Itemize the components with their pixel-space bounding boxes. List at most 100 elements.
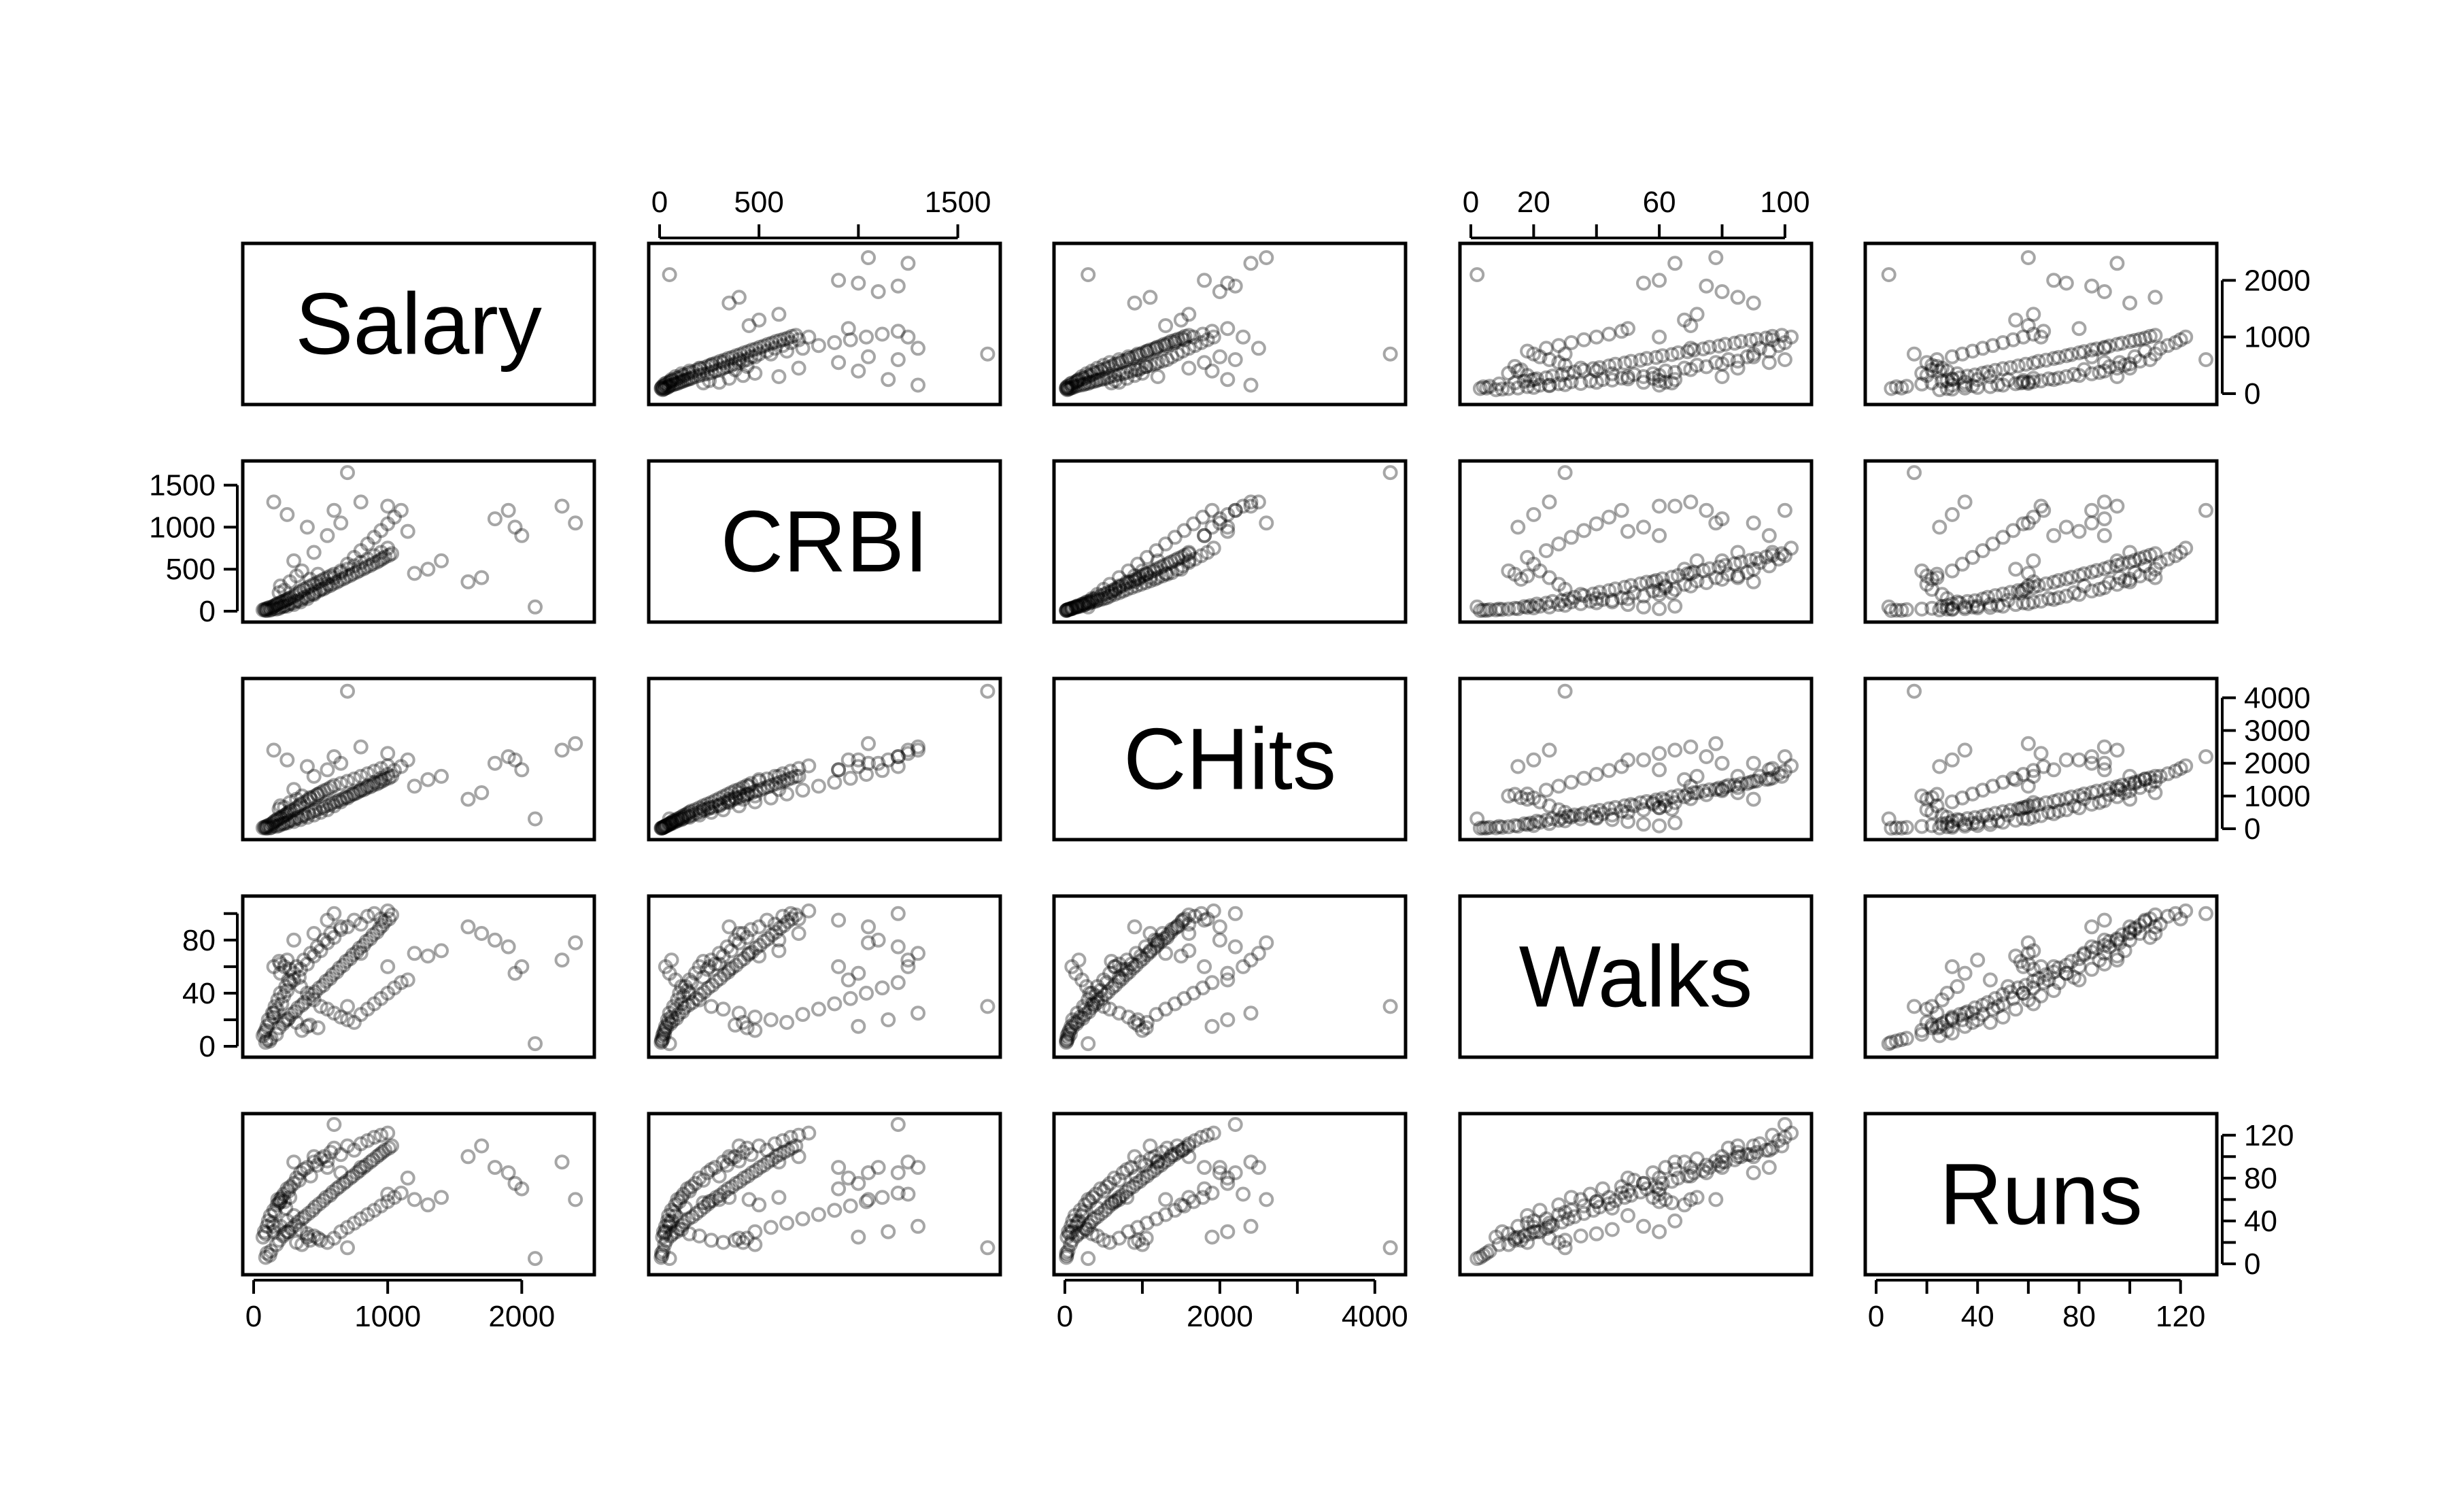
data-point: [277, 800, 292, 815]
data-point: [1667, 498, 1683, 514]
data-point: [1561, 1211, 1576, 1226]
data-point: [407, 778, 422, 794]
data-point: [500, 502, 516, 518]
data-point: [1944, 602, 1960, 617]
data-point: [1128, 946, 1144, 961]
data-point: [1743, 1147, 1758, 1163]
data-point: [2046, 273, 2062, 288]
data-point: [1935, 816, 1950, 831]
diagonal-label-runs: Runs: [1939, 1146, 2143, 1243]
data-point: [1170, 1138, 1185, 1154]
data-point: [1529, 596, 1544, 612]
data-point: [528, 1036, 543, 1052]
data-point: [333, 922, 349, 938]
data-point: [1176, 1198, 1192, 1214]
data-point: [2071, 972, 2087, 988]
data-point: [692, 361, 708, 377]
data-point: [1761, 771, 1777, 787]
data-point: [1652, 373, 1667, 388]
data-point: [1563, 774, 1579, 790]
data-point: [780, 1142, 796, 1158]
data-point: [1881, 1036, 1897, 1052]
data-point: [1495, 1224, 1510, 1239]
data-point: [325, 795, 341, 810]
data-point: [709, 798, 724, 814]
data-point: [326, 570, 342, 585]
data-point: [1150, 369, 1166, 384]
data-point: [1588, 767, 1604, 782]
data-point: [1975, 591, 1990, 607]
data-point: [1935, 992, 1950, 1008]
data-point: [1489, 1229, 1503, 1245]
data-point: [1155, 568, 1170, 584]
data-point: [1939, 601, 1955, 617]
data-point: [1652, 1170, 1667, 1186]
data-point: [1957, 1006, 1973, 1021]
data-point: [696, 375, 711, 391]
data-point: [700, 1165, 715, 1180]
top-tick-label-walks: 20: [1517, 186, 1550, 219]
data-point: [1159, 1140, 1175, 1156]
data-point: [346, 771, 362, 787]
data-point: [275, 1228, 291, 1243]
data-point: [1623, 797, 1639, 812]
data-point: [657, 819, 673, 835]
data-point: [1059, 1250, 1074, 1265]
data-point: [707, 957, 723, 972]
data-point: [1957, 819, 1973, 834]
data-point: [294, 591, 309, 607]
data-point: [1124, 363, 1139, 379]
data-point: [320, 1153, 335, 1169]
data-point: [266, 818, 282, 834]
data-point: [1142, 944, 1158, 960]
data-point: [911, 1218, 925, 1234]
data-point: [735, 1235, 751, 1250]
data-point: [811, 1207, 826, 1222]
data-point: [685, 995, 700, 1010]
data-point: [269, 819, 284, 834]
data-point: [668, 1224, 684, 1239]
data-point: [1620, 804, 1635, 820]
data-point: [1929, 787, 1945, 802]
data-point: [1133, 577, 1149, 592]
data-point: [801, 329, 817, 345]
data-point: [289, 1014, 305, 1030]
data-point: [294, 1023, 309, 1038]
data-point: [2147, 907, 2163, 923]
data-point: [1181, 545, 1197, 560]
data-point: [1576, 362, 1592, 378]
data-point: [309, 787, 325, 802]
data-point: [1746, 515, 1761, 531]
data-point: [1084, 591, 1100, 606]
data-point: [281, 596, 296, 612]
data-point: [271, 585, 287, 600]
data-point: [375, 773, 390, 789]
data-point: [1124, 580, 1139, 596]
data-point: [1664, 789, 1680, 805]
data-point: [310, 787, 326, 802]
data-point: [1592, 803, 1608, 818]
data-point: [696, 798, 711, 814]
data-point: [1677, 312, 1693, 328]
data-point: [717, 967, 732, 982]
data-point: [658, 1218, 673, 1234]
data-point: [2109, 360, 2125, 376]
data-point: [2010, 358, 2026, 374]
data-point: [2003, 360, 2018, 375]
data-point: [666, 999, 681, 1014]
data-point: [316, 783, 332, 799]
data-point: [1089, 1228, 1105, 1243]
data-point: [1243, 498, 1259, 514]
data-point: [1683, 1160, 1699, 1175]
data-point: [2173, 545, 2188, 560]
data-point: [345, 566, 360, 581]
data-point: [2142, 929, 2158, 945]
data-point: [1557, 1233, 1573, 1248]
data-point: [2096, 494, 2112, 510]
data-point: [1765, 328, 1780, 344]
data-point: [715, 1235, 731, 1250]
data-point: [269, 601, 284, 617]
data-point: [2039, 352, 2054, 368]
data-point: [1944, 349, 1960, 364]
data-point: [1695, 341, 1711, 357]
